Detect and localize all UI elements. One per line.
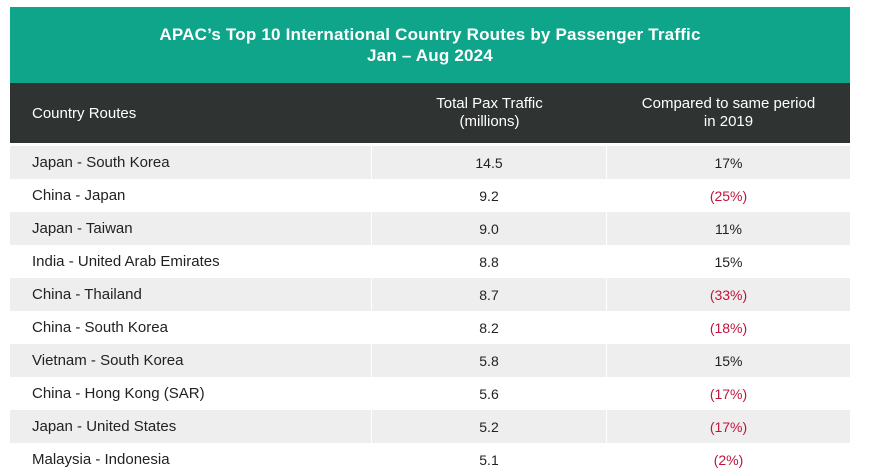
change-cell: (18%) <box>709 319 748 336</box>
traffic-cell: 5.1 <box>372 443 607 476</box>
table-row: Japan - South Korea 14.5 17% <box>10 146 850 179</box>
route-cell: Japan - Taiwan <box>10 212 372 245</box>
traffic-cell: 14.5 <box>372 146 607 179</box>
change-cell: (2%) <box>713 451 744 468</box>
change-cell: (33%) <box>607 278 850 311</box>
route-cell: China - Hong Kong (SAR) <box>10 377 372 410</box>
traffic-cell: 8.7 <box>372 278 607 311</box>
header-country-routes: Country Routes <box>32 104 137 122</box>
traffic-cell: 9.0 <box>372 212 607 245</box>
change-cell: (17%) <box>709 385 748 402</box>
route-cell: Japan - United States <box>10 410 372 443</box>
header-total-pax-line1: Total Pax Traffic <box>436 95 543 112</box>
header-total-pax-line2: (millions) <box>459 113 520 130</box>
header-compared-line2: in 2019 <box>703 113 754 130</box>
route-cell: Malaysia - Indonesia <box>10 443 372 476</box>
table-row: China - South Korea 8.2 (18%) <box>10 311 850 344</box>
table-row: Japan - Taiwan 9.0 11% <box>10 212 850 245</box>
table-header: Country Routes Total Pax Traffic (millio… <box>10 83 850 143</box>
traffic-cell: 8.2 <box>372 311 607 344</box>
traffic-cell: 5.8 <box>372 344 607 377</box>
table-row: Malaysia - Indonesia 5.1 (2%) <box>10 443 850 476</box>
table-body: Japan - South Korea 14.5 17% China - Japan 9… <box>10 146 850 476</box>
header-compared-2019: Compared to same period in 2019 <box>607 95 850 131</box>
route-cell: China - Japan <box>10 179 372 212</box>
route-cell: China - South Korea <box>10 311 372 344</box>
change-cell: 17% <box>607 146 850 179</box>
table-row: China - Hong Kong (SAR) 5.6 (17%) <box>10 377 850 410</box>
traffic-cell: 5.2 <box>372 410 607 443</box>
table-row: China - Thailand 8.7 (33%) <box>10 278 850 311</box>
table-subtitle: Jan – Aug 2024 <box>367 46 493 65</box>
change-cell: (17%) <box>607 410 850 443</box>
change-cell: 15% <box>607 344 850 377</box>
table-row: Japan - United States 5.2 (17%) <box>10 410 850 443</box>
traffic-cell: 8.8 <box>372 245 607 278</box>
table-row: Vietnam - South Korea 5.8 15% <box>10 344 850 377</box>
header-compared-line1: Compared to same period <box>641 95 816 112</box>
route-cell: China - Thailand <box>10 278 372 311</box>
table-row: China - Japan 9.2 (25%) <box>10 179 850 212</box>
change-cell: (25%) <box>709 187 748 204</box>
traffic-cell: 5.6 <box>372 377 607 410</box>
route-cell: Japan - South Korea <box>10 146 372 179</box>
route-cell: India - United Arab Emirates <box>10 245 372 278</box>
header-total-pax: Total Pax Traffic (millions) <box>372 95 607 131</box>
table-row: India - United Arab Emirates 8.8 15% <box>10 245 850 278</box>
traffic-table: APAC’s Top 10 International Country Rout… <box>10 7 850 476</box>
route-cell: Vietnam - South Korea <box>10 344 372 377</box>
change-cell: 11% <box>607 212 850 245</box>
title-bar: APAC’s Top 10 International Country Rout… <box>10 7 850 83</box>
traffic-cell: 9.2 <box>372 179 607 212</box>
table-title: APAC’s Top 10 International Country Rout… <box>159 25 701 44</box>
change-cell: 15% <box>714 253 743 270</box>
